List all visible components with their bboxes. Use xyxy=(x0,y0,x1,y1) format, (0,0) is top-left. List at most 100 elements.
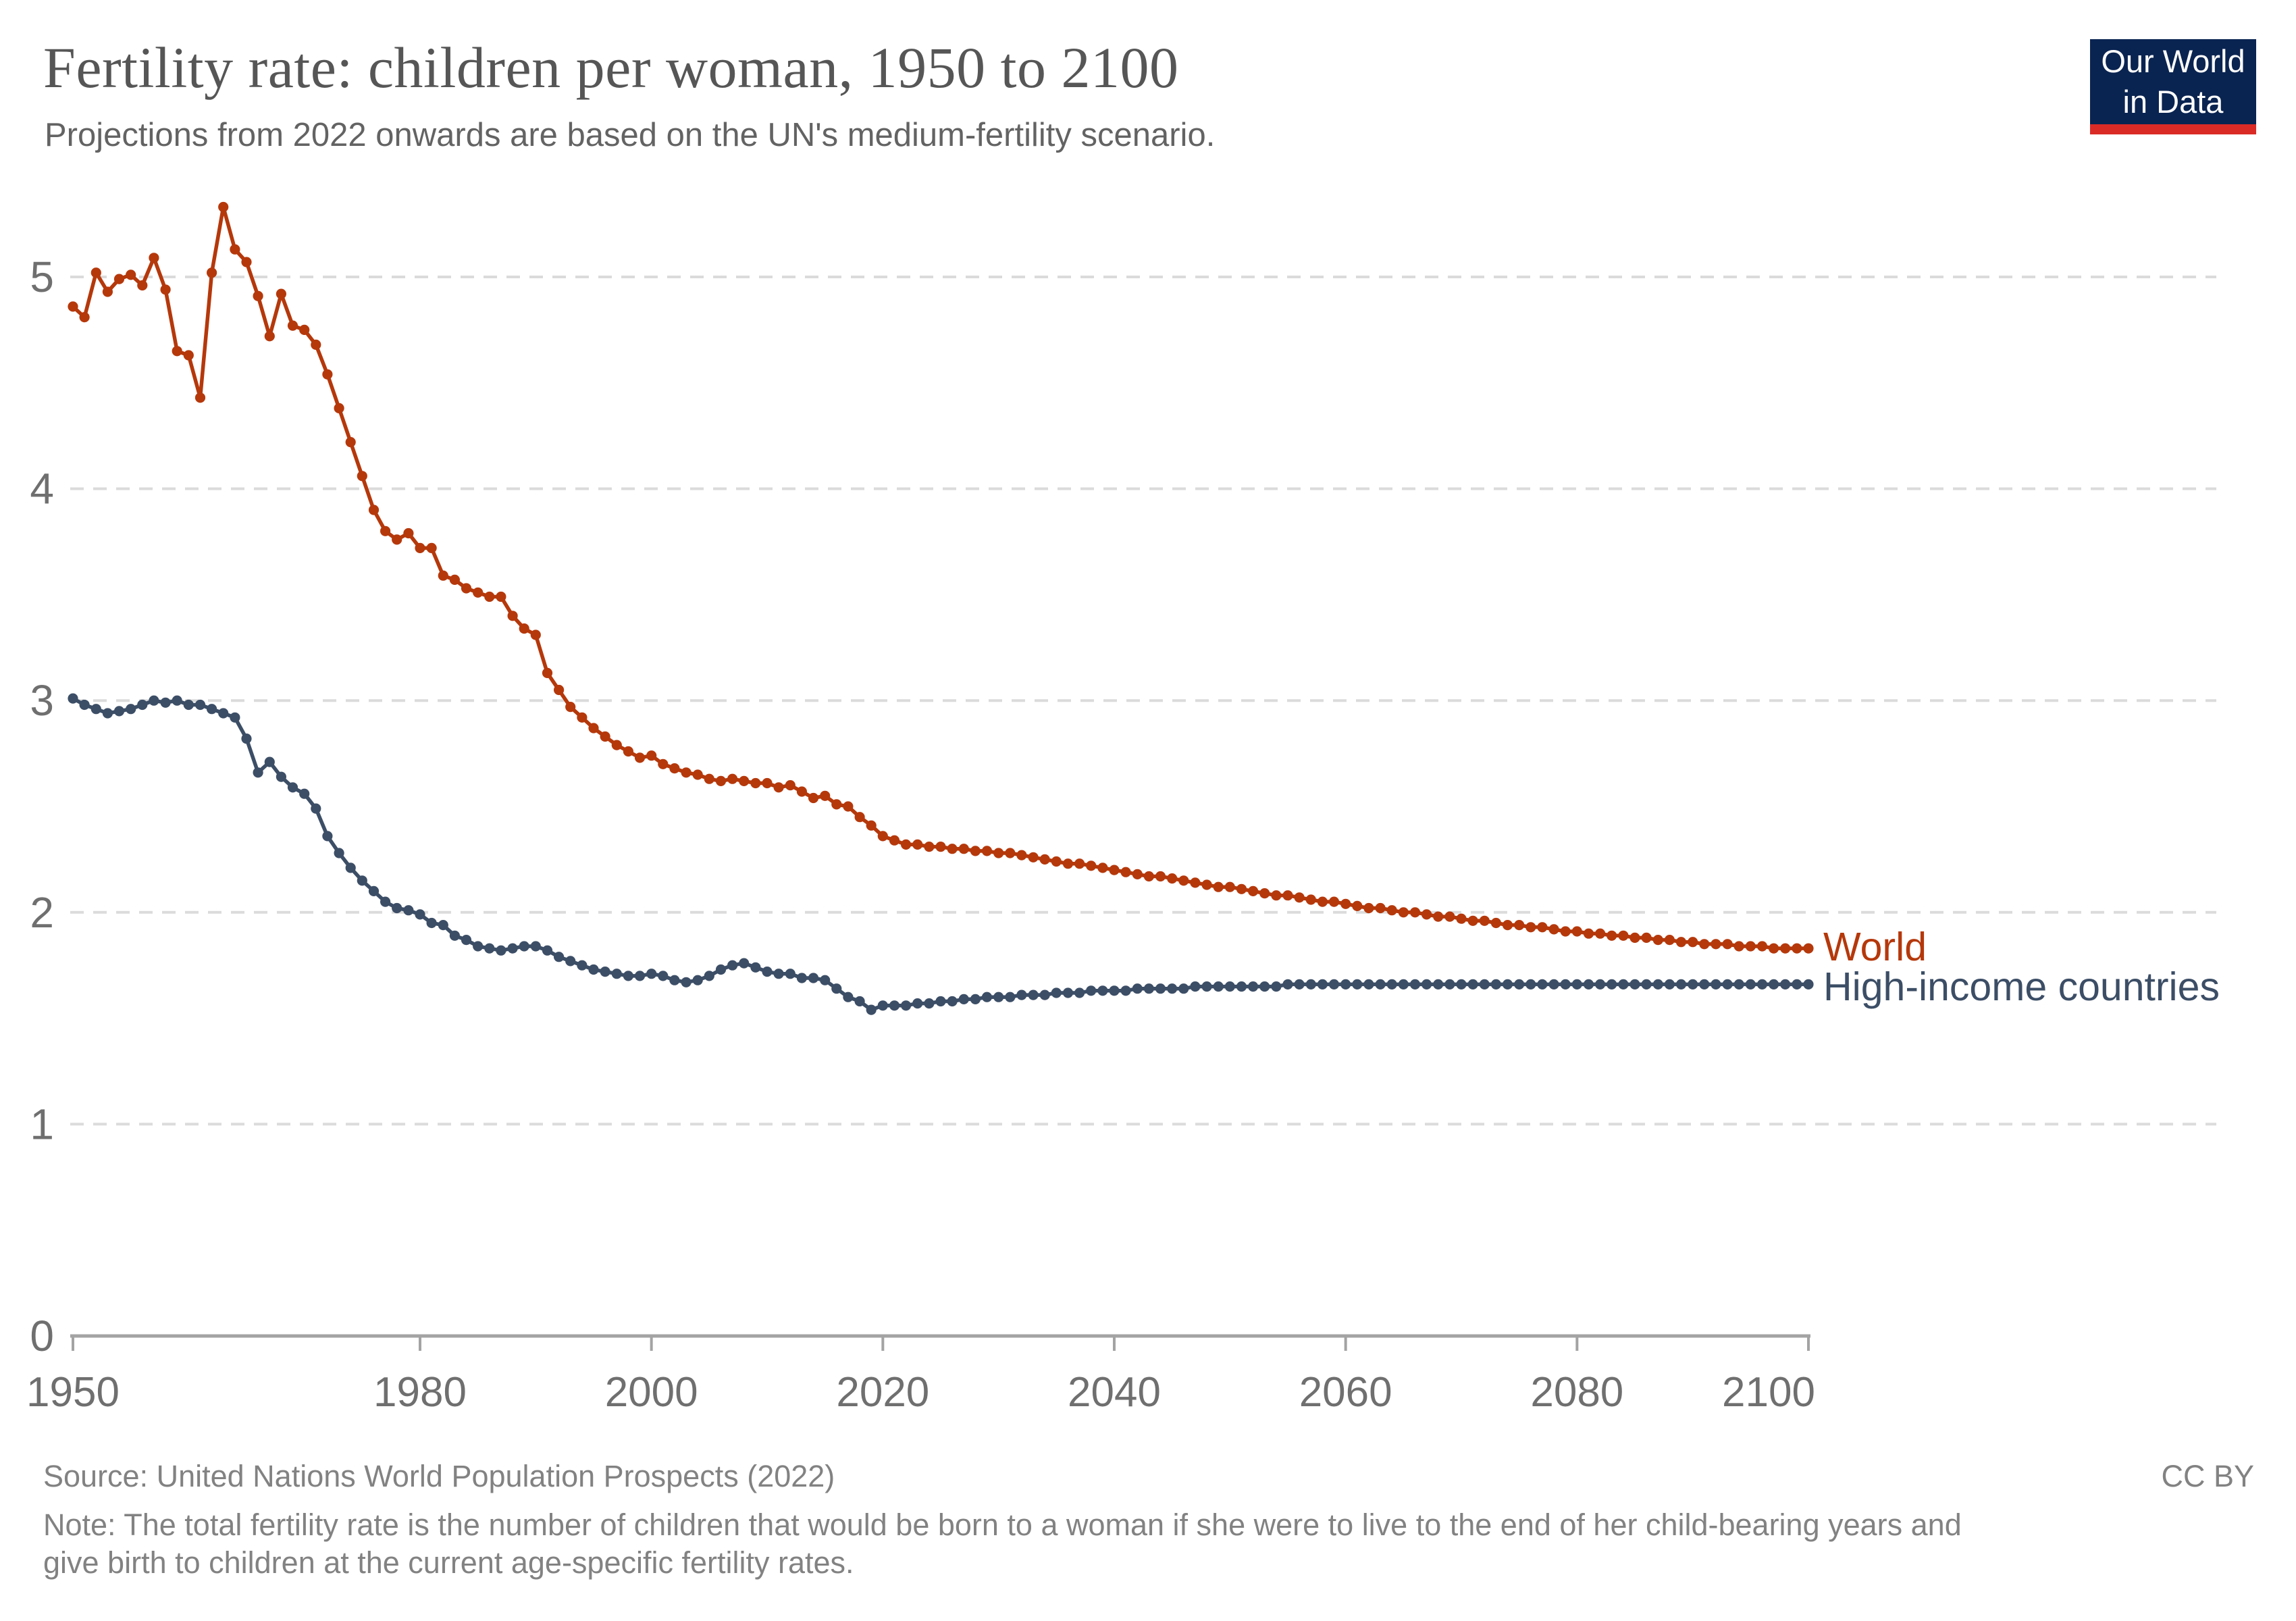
point-high_income-2089 xyxy=(1675,979,1687,989)
point-world-2000 xyxy=(646,750,657,761)
point-world-2027 xyxy=(958,844,969,854)
point-high_income-1996 xyxy=(600,967,610,977)
point-world-1988 xyxy=(507,611,518,621)
series-label-high-income-countries[interactable]: High-income countries xyxy=(1823,964,2220,1009)
point-world-1961 xyxy=(194,392,206,403)
point-high_income-2011 xyxy=(773,969,784,979)
point-high_income-1983 xyxy=(449,930,461,941)
point-world-2095 xyxy=(1745,941,1756,952)
point-high_income-2004 xyxy=(692,975,703,985)
point-high_income-1967 xyxy=(264,756,275,767)
point-high_income-2056 xyxy=(1294,979,1305,989)
point-world-1977 xyxy=(380,525,391,536)
point-high_income-2074 xyxy=(1502,979,1513,989)
point-world-1997 xyxy=(611,740,622,750)
point-high_income-2047 xyxy=(1190,981,1201,992)
chart-footer: Source: United Nations World Population … xyxy=(43,1459,2254,1582)
point-high_income-1980 xyxy=(415,909,425,920)
point-world-1965 xyxy=(241,257,252,267)
y-tick-label-0: 0 xyxy=(30,1312,54,1360)
point-high_income-1957 xyxy=(149,695,159,706)
point-high_income-2060 xyxy=(1340,979,1351,989)
point-world-2090 xyxy=(1688,937,1698,948)
point-high_income-2065 xyxy=(1398,979,1409,989)
point-high_income-2024 xyxy=(924,998,935,1009)
point-high_income-2086 xyxy=(1641,979,1652,989)
point-world-1962 xyxy=(207,267,217,278)
point-high_income-2033 xyxy=(1028,989,1039,1000)
point-high_income-2041 xyxy=(1120,985,1131,996)
line-world[interactable] xyxy=(72,205,1808,950)
point-world-2074 xyxy=(1502,920,1513,931)
point-world-1998 xyxy=(623,746,634,757)
point-high_income-1976 xyxy=(368,885,380,896)
point-world-1973 xyxy=(334,403,344,414)
point-high_income-1992 xyxy=(554,952,565,962)
point-high_income-2067 xyxy=(1421,979,1432,989)
point-world-1964 xyxy=(230,244,240,255)
point-high_income-2040 xyxy=(1109,985,1120,996)
point-world-2065 xyxy=(1398,907,1409,918)
point-high_income-2100 xyxy=(1803,979,1814,989)
point-world-2070 xyxy=(1456,913,1467,924)
point-world-2078 xyxy=(1548,924,1559,935)
license-link[interactable]: CC BY xyxy=(2161,1459,2254,1493)
point-world-2091 xyxy=(1699,939,1710,950)
point-world-2056 xyxy=(1294,892,1305,903)
point-high_income-2036 xyxy=(1062,987,1074,998)
point-world-1955 xyxy=(126,269,136,280)
point-high_income-1950 xyxy=(68,693,78,704)
point-world-2054 xyxy=(1271,890,1282,901)
x-tick-label-1980: 1980 xyxy=(373,1369,467,1416)
point-high_income-2026 xyxy=(947,996,958,1007)
point-high_income-2069 xyxy=(1444,979,1455,989)
point-world-1957 xyxy=(149,253,159,263)
line-high_income[interactable] xyxy=(72,696,1808,1012)
point-world-2041 xyxy=(1120,867,1131,877)
point-world-2092 xyxy=(1711,939,1721,950)
point-high_income-2070 xyxy=(1456,979,1467,989)
point-high_income-2064 xyxy=(1386,979,1397,989)
point-high_income-1963 xyxy=(218,708,229,719)
point-high_income-2057 xyxy=(1305,979,1316,989)
point-world-1996 xyxy=(600,731,610,742)
point-world-1968 xyxy=(276,288,286,299)
point-world-1979 xyxy=(403,528,414,539)
point-world-2008 xyxy=(739,775,750,786)
point-high_income-2018 xyxy=(854,996,865,1007)
point-high_income-2092 xyxy=(1711,979,1721,989)
x-tick-label-2100: 2100 xyxy=(1722,1369,1815,1416)
point-high_income-1968 xyxy=(276,771,286,782)
point-world-1992 xyxy=(554,684,565,696)
point-world-2097 xyxy=(1769,943,1779,954)
point-high_income-1959 xyxy=(172,695,182,706)
point-high_income-2003 xyxy=(681,977,692,987)
point-world-1959 xyxy=(172,346,182,357)
point-high_income-2049 xyxy=(1213,981,1224,992)
point-world-2051 xyxy=(1236,883,1247,894)
point-high_income-1962 xyxy=(207,704,217,715)
point-world-1984 xyxy=(461,583,472,594)
point-high_income-2054 xyxy=(1271,981,1282,992)
point-world-1975 xyxy=(357,471,367,482)
point-high_income-1978 xyxy=(392,902,402,914)
point-world-2018 xyxy=(854,812,865,823)
point-world-2031 xyxy=(1005,848,1016,858)
point-high_income-2097 xyxy=(1769,979,1779,989)
point-world-1971 xyxy=(311,339,321,350)
point-high_income-2037 xyxy=(1074,987,1085,998)
series-label-world[interactable]: World xyxy=(1823,925,1927,969)
point-world-2059 xyxy=(1328,896,1340,907)
point-high_income-2077 xyxy=(1537,979,1548,989)
point-world-2002 xyxy=(669,763,680,774)
x-tick-label-2080: 2080 xyxy=(1530,1369,1623,1416)
point-world-2038 xyxy=(1086,860,1097,871)
point-world-2053 xyxy=(1259,888,1270,899)
point-world-1952 xyxy=(90,267,101,278)
point-high_income-1988 xyxy=(507,943,518,954)
point-world-1966 xyxy=(253,290,263,301)
point-world-2087 xyxy=(1652,935,1663,946)
owid-logo[interactable]: Our World in Data xyxy=(2090,39,2256,134)
point-high_income-2093 xyxy=(1722,979,1733,989)
